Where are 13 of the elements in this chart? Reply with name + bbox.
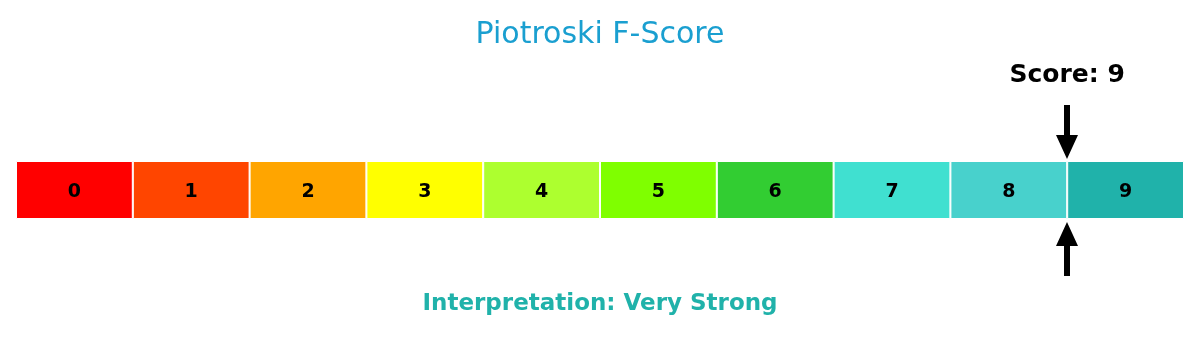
x-tick-label: 4 (534, 179, 549, 201)
text: Interpretation: Very Strong (422, 289, 778, 315)
x-tick-label: 5 (651, 179, 666, 201)
x-tick-label: 0 (67, 179, 82, 201)
x-tick-label: 9 (1118, 179, 1133, 201)
text: Score: 9 (1009, 58, 1125, 88)
x-tick-label: 1 (184, 179, 198, 201)
x-tick-label: 6 (768, 179, 782, 201)
x-tick-label: 2 (301, 179, 315, 201)
x-tick-label: 8 (1002, 179, 1016, 201)
x-tick-label: 3 (418, 179, 432, 201)
x-tick-label: 7 (885, 179, 899, 201)
chart-title: Piotroski F-Score (475, 14, 725, 50)
